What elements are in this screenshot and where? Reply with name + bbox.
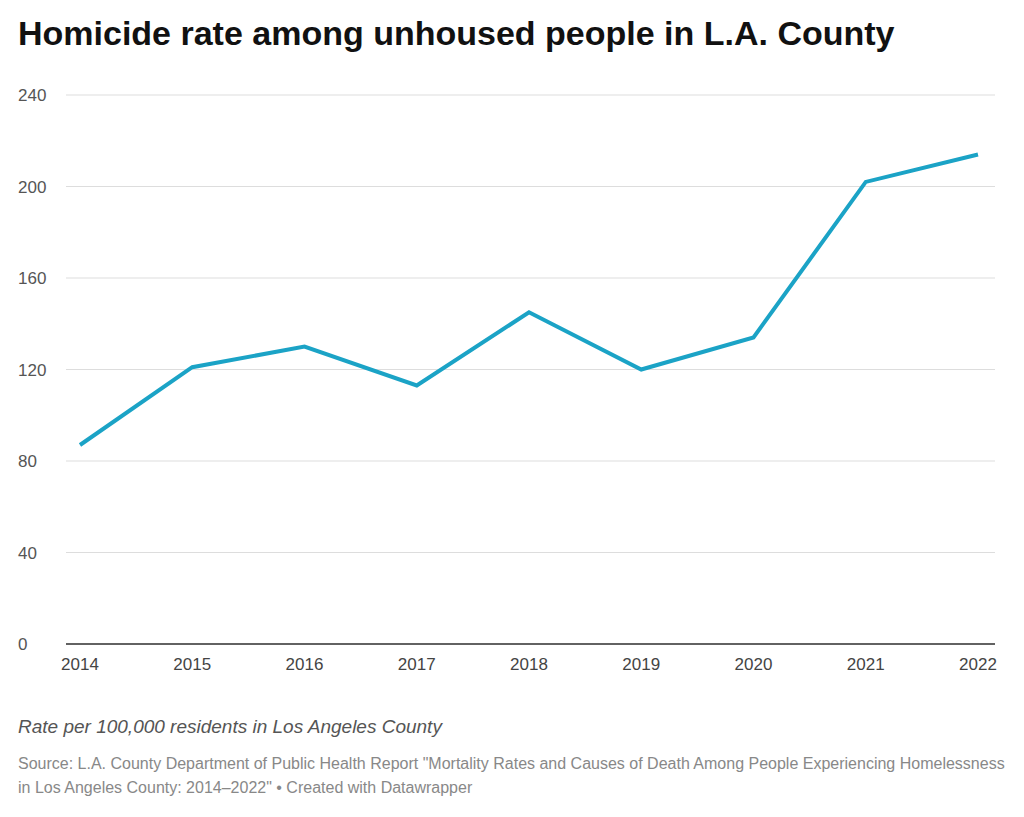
svg-text:2017: 2017 bbox=[398, 655, 436, 674]
svg-text:160: 160 bbox=[18, 269, 46, 288]
svg-text:80: 80 bbox=[18, 452, 37, 471]
svg-text:200: 200 bbox=[18, 178, 46, 197]
svg-text:2015: 2015 bbox=[173, 655, 211, 674]
svg-text:2018: 2018 bbox=[510, 655, 548, 674]
svg-text:40: 40 bbox=[18, 544, 37, 563]
svg-text:2016: 2016 bbox=[286, 655, 324, 674]
html-text:Homicide rate among unhoused p: Homicide rate among unhoused people in L… bbox=[18, 14, 895, 52]
svg-text:2019: 2019 bbox=[622, 655, 660, 674]
svg-text:240: 240 bbox=[18, 86, 46, 105]
svg-text:2020: 2020 bbox=[735, 655, 773, 674]
html-text:Rate per 100,000 residents in: Rate per 100,000 residents in Los Angele… bbox=[18, 716, 442, 737]
svg-text:2014: 2014 bbox=[61, 655, 99, 674]
svg-text:2022: 2022 bbox=[959, 655, 997, 674]
svg-text:2021: 2021 bbox=[847, 655, 885, 674]
svg-text:0: 0 bbox=[18, 635, 27, 654]
svg-text:120: 120 bbox=[18, 361, 46, 380]
html-text:Source: L.A. County Department: Source: L.A. County Department of Public… bbox=[18, 755, 1005, 796]
